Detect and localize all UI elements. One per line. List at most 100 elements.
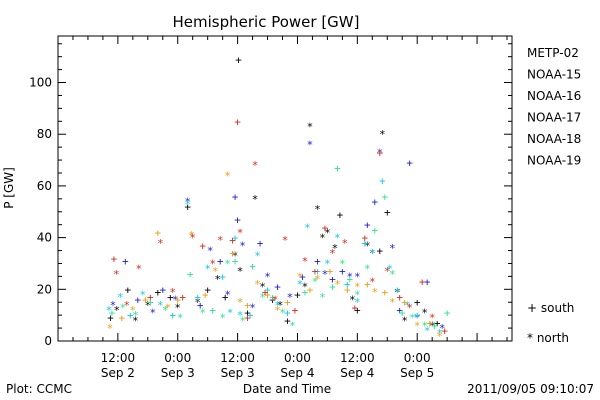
data-point: +: [135, 294, 142, 307]
data-point: +: [347, 273, 354, 286]
data-point: *: [144, 299, 151, 312]
data-point: *: [124, 299, 131, 312]
data-point: *: [297, 270, 304, 283]
data-point: *: [177, 312, 184, 325]
data-point: +: [244, 299, 251, 312]
data-point: +: [154, 226, 161, 239]
data-point: *: [113, 268, 120, 281]
data-point: *: [140, 288, 147, 301]
data-point: *: [114, 304, 121, 317]
data-point: *: [297, 278, 304, 291]
data-point: *: [436, 330, 443, 343]
data-point: +: [159, 283, 166, 296]
data-point: *: [324, 226, 331, 239]
data-point: *: [354, 281, 361, 294]
data-point: +: [337, 208, 344, 221]
data-point: *: [194, 296, 201, 309]
data-point: +: [384, 206, 391, 219]
data-point: *: [287, 291, 294, 304]
data-point: +: [125, 283, 132, 296]
data-point: +: [179, 291, 186, 304]
data-point: *: [259, 281, 266, 294]
y-tick-label: 80: [37, 127, 52, 141]
data-point: *: [184, 195, 191, 208]
legend-entry: NOAA-15: [527, 68, 581, 82]
data-point: +: [294, 288, 301, 301]
data-point: *: [164, 301, 171, 314]
marker-legend-entry: + south: [527, 301, 574, 315]
data-point: +: [327, 265, 334, 278]
data-point: +: [174, 294, 181, 307]
data-point: +: [269, 294, 276, 307]
data-point: *: [184, 198, 191, 211]
data-point: +: [284, 307, 291, 320]
y-tick-label: 60: [37, 179, 52, 193]
data-point: *: [389, 242, 396, 255]
data-point: *: [169, 286, 176, 299]
data-point: +: [344, 278, 351, 291]
data-point: *: [329, 247, 336, 260]
data-point: +: [334, 162, 341, 175]
data-point: +: [234, 115, 241, 128]
data-point: *: [354, 288, 361, 301]
data-point: *: [254, 250, 261, 263]
data-point: +: [219, 270, 226, 283]
x-axis-label: Date and Time: [243, 382, 331, 396]
data-point: +: [376, 146, 383, 159]
data-point: *: [379, 128, 386, 141]
data-point: *: [324, 257, 331, 270]
data-point: +: [234, 214, 241, 227]
data-point: *: [204, 263, 211, 276]
data-points: +*+**+ +*+*+*+*+*+**+ *++******+*+** +*+**+…: [106, 53, 451, 343]
data-point: +: [329, 273, 336, 286]
data-point: +: [426, 317, 433, 330]
data-point: *: [237, 309, 244, 322]
data-point: +: [244, 312, 251, 325]
data-point: *: [162, 304, 169, 317]
data-point: *: [421, 319, 428, 332]
x-tick-time-label: 12:00: [101, 351, 136, 365]
data-point: +: [109, 307, 116, 320]
data-point: +: [257, 237, 264, 250]
data-point: *: [414, 319, 421, 332]
data-point: *: [227, 307, 234, 320]
y-tick-label: 0: [44, 334, 52, 348]
data-point: +: [244, 307, 251, 320]
data-point: +: [197, 299, 204, 312]
data-point: *: [334, 232, 341, 245]
data-point: *: [389, 296, 396, 309]
data-point: *: [314, 273, 321, 286]
data-point: *: [339, 257, 346, 270]
data-point: *: [207, 245, 214, 258]
data-point: *: [307, 139, 314, 152]
data-point: +: [122, 255, 129, 268]
data-point: +: [167, 291, 174, 304]
data-point: *: [369, 247, 376, 260]
data-point: *: [302, 281, 309, 294]
y-tick-label: 40: [37, 231, 52, 245]
data-point: *: [394, 286, 401, 299]
data-point: *: [332, 242, 339, 255]
data-point: +: [299, 270, 306, 283]
data-point: *: [304, 221, 311, 234]
data-point: +: [204, 283, 211, 296]
data-point: *: [347, 270, 354, 283]
data-point: +: [441, 325, 448, 338]
data-point: *: [279, 307, 286, 320]
data-point: *: [429, 312, 436, 325]
data-point: *: [252, 159, 259, 172]
y-axis-label: P [GW]: [2, 167, 16, 209]
data-point: *: [219, 312, 226, 325]
data-point: +: [414, 296, 421, 309]
data-point: +: [209, 304, 216, 317]
data-point: +: [362, 232, 369, 245]
data-point: +: [352, 301, 359, 314]
data-point: +: [329, 281, 336, 294]
data-point: *: [110, 299, 117, 312]
data-point: *: [130, 304, 137, 317]
data-point: +: [232, 255, 239, 268]
data-point: +: [111, 252, 118, 265]
data-point: +: [184, 201, 191, 214]
data-point: *: [312, 276, 319, 289]
data-point: +: [264, 288, 271, 301]
